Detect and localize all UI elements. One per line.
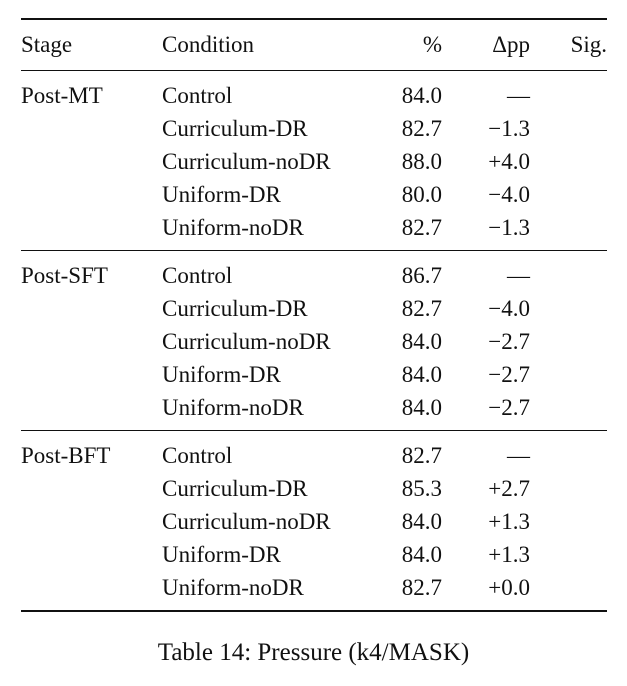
table-row: Uniform-noDR 84.0 −2.7 — [21, 391, 607, 424]
condition-cell: Curriculum-noDR — [162, 329, 331, 354]
condition-cell: Uniform-DR — [162, 542, 281, 567]
percent-cell: 86.7 — [401, 263, 442, 288]
delta-pp-cell: −2.7 — [488, 362, 530, 387]
percent-cell: 84.0 — [401, 542, 442, 567]
condition-cell: Uniform-DR — [162, 182, 281, 207]
table-row: Post-BFT Control 82.7 — — [21, 439, 607, 472]
percent-cell: 88.0 — [401, 149, 442, 174]
bottom-rule — [21, 610, 607, 612]
percent-cell: 84.0 — [401, 83, 442, 108]
condition-cell: Control — [162, 83, 233, 108]
table-section: Post-BFT Control 82.7 — Curriculum-DR 85.3 +2.… — [21, 431, 607, 610]
condition-cell: Control — [162, 263, 233, 288]
header-stage: Stage — [21, 32, 73, 57]
table-row: Uniform-noDR 82.7 −1.3 — [21, 211, 607, 244]
table-row: Post-SFT Control 86.7 — — [21, 259, 607, 292]
condition-cell: Curriculum-DR — [162, 476, 308, 501]
header-percent: % — [422, 32, 442, 57]
condition-cell: Uniform-DR — [162, 362, 281, 387]
table-row: Curriculum-noDR 88.0 +4.0 — [21, 145, 607, 178]
percent-cell: 84.0 — [401, 509, 442, 534]
delta-pp-cell: +2.7 — [488, 476, 530, 501]
delta-pp-cell: −2.7 — [488, 329, 530, 354]
percent-cell: 82.7 — [401, 215, 442, 240]
delta-pp-cell: +0.0 — [488, 575, 530, 600]
delta-pp-cell: −4.0 — [488, 182, 530, 207]
header-delta-pp: Δpp — [492, 32, 530, 57]
table-row: Curriculum-DR 85.3 +2.7 — [21, 472, 607, 505]
percent-cell: 84.0 — [401, 329, 442, 354]
table-row: Uniform-DR 84.0 +1.3 — [21, 538, 607, 571]
table-row: Curriculum-DR 82.7 −1.3 — [21, 112, 607, 145]
condition-cell: Curriculum-noDR — [162, 149, 331, 174]
percent-cell: 80.0 — [401, 182, 442, 207]
delta-pp-cell: −1.3 — [488, 215, 530, 240]
condition-cell: Curriculum-noDR — [162, 509, 331, 534]
top-rule — [21, 18, 607, 20]
percent-cell: 82.7 — [401, 296, 442, 321]
header-row: Stage Condition % Δpp Sig. — [21, 20, 607, 70]
table-row: Curriculum-noDR 84.0 +1.3 — [21, 505, 607, 538]
stage-cell: Post-SFT — [21, 263, 108, 288]
table-row: Uniform-DR 84.0 −2.7 — [21, 358, 607, 391]
table-body: Post-MT Control 84.0 — Curriculum-DR 82.7 −1.3… — [21, 71, 607, 610]
stage-cell: Post-BFT — [21, 443, 111, 468]
percent-cell: 85.3 — [401, 476, 442, 501]
delta-pp-cell: −1.3 — [488, 116, 530, 141]
percent-cell: 82.7 — [401, 116, 442, 141]
condition-cell: Control — [162, 443, 233, 468]
table-section: Post-MT Control 84.0 — Curriculum-DR 82.7 −1.3… — [21, 71, 607, 250]
results-table: Stage Condition % Δpp Sig. Post-MT Contro… — [21, 18, 607, 612]
header-sig: Sig. — [570, 32, 607, 57]
condition-cell: Curriculum-DR — [162, 296, 308, 321]
condition-cell: Curriculum-DR — [162, 116, 308, 141]
table-caption: Table 14: Pressure (k4/MASK) — [157, 639, 470, 666]
table-row: Post-MT Control 84.0 — — [21, 79, 607, 112]
condition-cell: Uniform-noDR — [162, 215, 304, 240]
condition-cell: Uniform-noDR — [162, 575, 304, 600]
section-rule — [21, 250, 607, 251]
delta-pp-cell: +4.0 — [488, 149, 530, 174]
header-condition: Condition — [162, 32, 255, 57]
table-row: Uniform-DR 80.0 −4.0 — [21, 178, 607, 211]
percent-cell: 82.7 — [401, 575, 442, 600]
percent-cell: 84.0 — [401, 395, 442, 420]
percent-cell: 84.0 — [401, 362, 442, 387]
table-section: Post-SFT Control 86.7 — Curriculum-DR 82.7 −4.… — [21, 251, 607, 430]
stage-cell: Post-MT — [21, 83, 103, 108]
delta-pp-cell: −4.0 — [488, 296, 530, 321]
delta-pp-cell: — — [507, 83, 530, 108]
condition-cell: Uniform-noDR — [162, 395, 304, 420]
delta-pp-cell: +1.3 — [488, 509, 530, 534]
percent-cell: 82.7 — [401, 443, 442, 468]
delta-pp-cell: — — [507, 263, 530, 288]
delta-pp-cell: — — [507, 443, 530, 468]
table-row: Uniform-noDR 82.7 +0.0 — [21, 571, 607, 604]
section-rule — [21, 430, 607, 431]
delta-pp-cell: −2.7 — [488, 395, 530, 420]
header-rule — [21, 70, 607, 71]
table-row: Curriculum-DR 82.7 −4.0 — [21, 292, 607, 325]
table-row: Curriculum-noDR 84.0 −2.7 — [21, 325, 607, 358]
delta-pp-cell: +1.3 — [488, 542, 530, 567]
